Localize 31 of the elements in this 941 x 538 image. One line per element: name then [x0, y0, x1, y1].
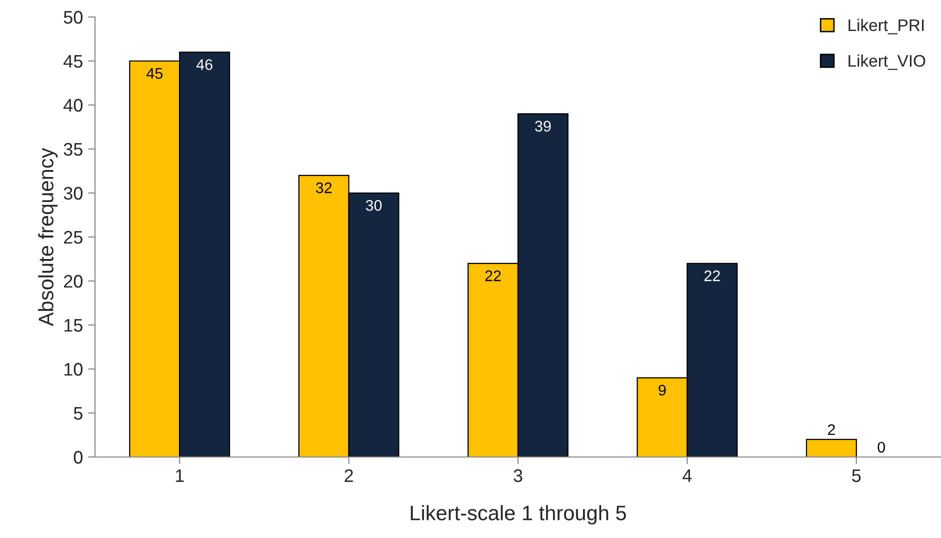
x-tick-label: 3 [514, 469, 522, 482]
data-label: 32 [316, 182, 332, 194]
bar [806, 438, 857, 457]
data-label: 9 [658, 384, 666, 396]
legend-label: Likert_PRI [848, 18, 924, 34]
y-tick-label: 10 [64, 362, 82, 376]
x-tick-label: 1 [176, 469, 184, 482]
y-tick-label: 20 [64, 274, 82, 288]
x-tick-label: 4 [682, 469, 692, 482]
data-label: 22 [485, 270, 501, 282]
y-tick-label: 5 [74, 407, 82, 420]
y-tick-label: 0 [74, 450, 82, 464]
data-label: 2 [828, 424, 835, 435]
data-label: 30 [366, 200, 382, 211]
y-tick-label: 45 [64, 55, 82, 68]
data-label: 46 [196, 59, 212, 70]
y-tick-label: 30 [64, 186, 82, 200]
x-tick-label: 2 [344, 469, 353, 482]
y-axis-title: Absolute frequency [38, 148, 58, 326]
y-tick-label: 15 [64, 319, 82, 332]
data-label: 45 [146, 68, 162, 79]
y-tick-label: 35 [64, 142, 82, 156]
data-label: 39 [535, 120, 551, 132]
data-label: 0 [878, 442, 886, 453]
y-tick-label: 50 [64, 10, 82, 24]
y-tick-label: 25 [64, 230, 82, 244]
legend-label: Likert_VIO [848, 54, 926, 70]
y-tick-label: 40 [64, 98, 82, 112]
data-label: 22 [704, 270, 720, 282]
x-axis-title: Likert-scale 1 through 5 [410, 505, 626, 524]
x-tick-label: 5 [852, 469, 861, 482]
